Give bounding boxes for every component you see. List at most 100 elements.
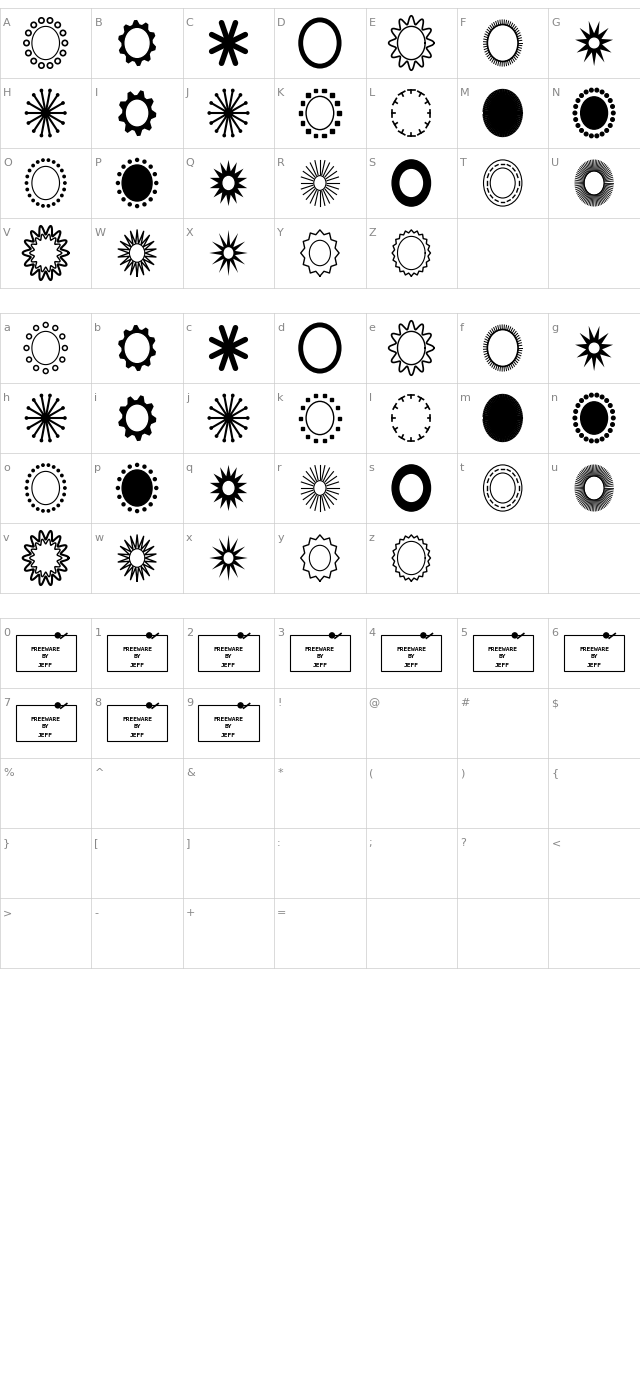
Circle shape	[28, 169, 31, 172]
Ellipse shape	[223, 482, 234, 494]
Circle shape	[116, 487, 120, 490]
Circle shape	[244, 102, 247, 104]
FancyBboxPatch shape	[107, 636, 167, 671]
Circle shape	[32, 164, 35, 167]
Bar	[314, 88, 317, 92]
Circle shape	[40, 90, 43, 91]
Text: FREEWARE: FREEWARE	[122, 647, 152, 652]
Circle shape	[232, 90, 234, 91]
Circle shape	[47, 18, 52, 24]
Bar	[306, 129, 310, 133]
Circle shape	[64, 42, 66, 45]
Circle shape	[128, 508, 131, 511]
Text: b: b	[95, 323, 101, 333]
Text: <: <	[552, 839, 561, 848]
Circle shape	[128, 465, 131, 468]
Text: s: s	[369, 463, 374, 473]
Circle shape	[26, 417, 28, 419]
Circle shape	[239, 94, 242, 97]
Bar	[330, 434, 333, 438]
Circle shape	[56, 399, 59, 400]
Circle shape	[576, 123, 580, 127]
Circle shape	[122, 165, 125, 168]
Circle shape	[64, 417, 66, 419]
Bar	[337, 111, 341, 115]
Text: L: L	[369, 88, 375, 98]
Text: Q: Q	[186, 158, 195, 168]
Text: t: t	[460, 463, 465, 473]
Text: FREEWARE: FREEWARE	[396, 647, 426, 652]
Text: u: u	[552, 463, 559, 473]
Polygon shape	[209, 535, 248, 581]
Circle shape	[246, 417, 249, 419]
Text: 6: 6	[552, 629, 559, 638]
Circle shape	[122, 197, 125, 200]
Ellipse shape	[400, 169, 422, 196]
Circle shape	[28, 336, 30, 337]
FancyBboxPatch shape	[198, 706, 259, 741]
Circle shape	[589, 393, 593, 398]
Text: BY: BY	[42, 724, 49, 729]
Circle shape	[421, 633, 426, 638]
Text: BY: BY	[133, 654, 141, 659]
Circle shape	[28, 195, 31, 196]
Circle shape	[149, 503, 152, 505]
Circle shape	[54, 328, 56, 329]
Circle shape	[595, 393, 598, 398]
Circle shape	[232, 440, 234, 441]
Circle shape	[55, 703, 60, 708]
Circle shape	[49, 395, 51, 396]
Circle shape	[42, 510, 44, 512]
Text: BY: BY	[42, 654, 49, 659]
Ellipse shape	[125, 333, 149, 363]
Text: ^: ^	[95, 769, 104, 778]
FancyBboxPatch shape	[15, 706, 76, 741]
Circle shape	[36, 508, 39, 510]
Circle shape	[26, 31, 31, 36]
Text: P: P	[95, 158, 101, 168]
Circle shape	[61, 169, 63, 172]
Circle shape	[57, 164, 60, 167]
Circle shape	[62, 122, 64, 125]
Circle shape	[600, 132, 604, 136]
Text: &: &	[186, 769, 195, 778]
Circle shape	[118, 496, 121, 498]
Circle shape	[38, 18, 44, 24]
Circle shape	[611, 416, 615, 420]
Circle shape	[61, 358, 63, 361]
Circle shape	[61, 500, 63, 501]
Circle shape	[28, 427, 29, 430]
Polygon shape	[575, 326, 613, 371]
Bar	[306, 94, 310, 97]
Text: JEFF: JEFF	[130, 662, 145, 668]
Circle shape	[42, 109, 50, 118]
Circle shape	[52, 508, 55, 510]
Circle shape	[147, 633, 152, 638]
Circle shape	[47, 204, 50, 207]
Text: JEFF: JEFF	[404, 662, 419, 668]
Circle shape	[32, 469, 35, 472]
Circle shape	[64, 182, 66, 185]
Circle shape	[33, 399, 35, 400]
FancyBboxPatch shape	[15, 636, 76, 671]
Circle shape	[149, 197, 152, 200]
Circle shape	[62, 346, 67, 350]
Circle shape	[24, 346, 29, 350]
Circle shape	[128, 160, 131, 164]
Circle shape	[40, 64, 42, 67]
Circle shape	[149, 165, 152, 168]
Circle shape	[143, 203, 146, 206]
Text: ?: ?	[460, 839, 466, 848]
Text: 4: 4	[369, 629, 376, 638]
Text: q: q	[186, 463, 193, 473]
Circle shape	[36, 203, 39, 206]
Circle shape	[42, 160, 44, 161]
Text: FREEWARE: FREEWARE	[305, 647, 335, 652]
Circle shape	[223, 440, 225, 441]
Circle shape	[61, 475, 63, 477]
Circle shape	[24, 41, 29, 46]
Circle shape	[49, 90, 51, 91]
Text: JEFF: JEFF	[495, 662, 510, 668]
Circle shape	[609, 99, 612, 102]
Text: BY: BY	[133, 724, 141, 729]
